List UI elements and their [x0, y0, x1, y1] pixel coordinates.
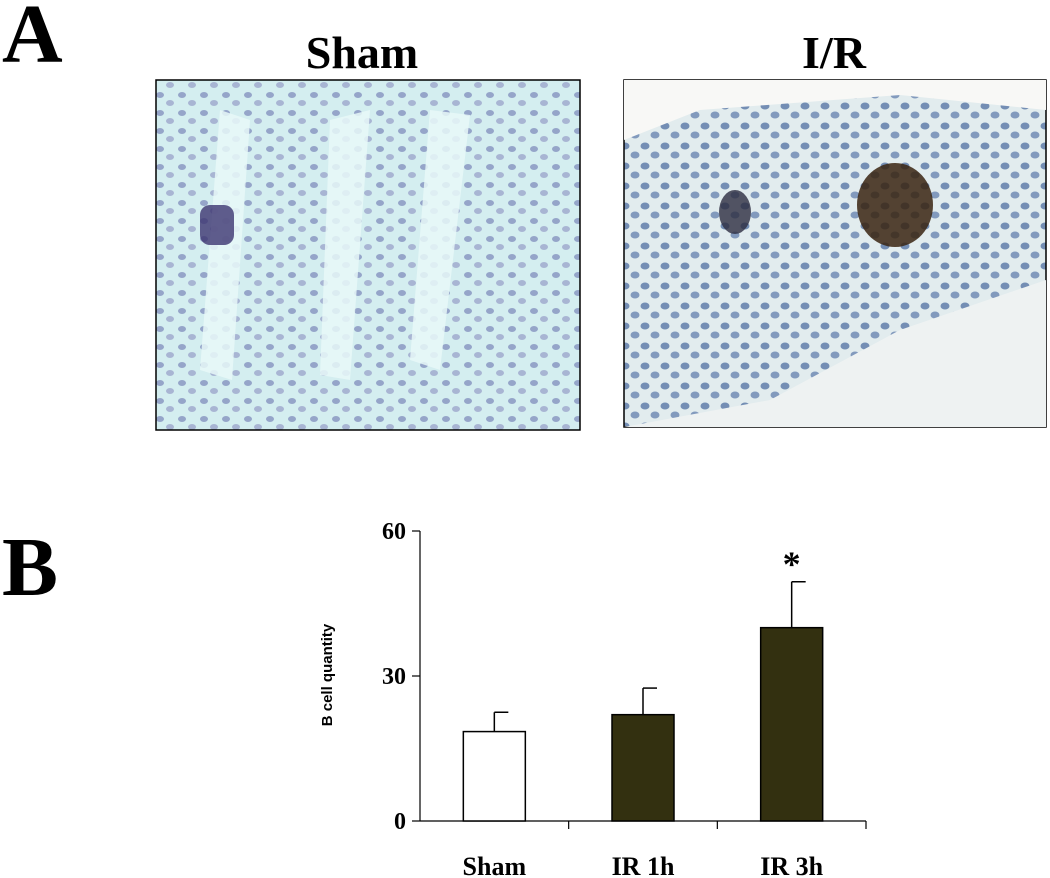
bar — [611, 713, 675, 822]
x-tick-label: IR 1h — [612, 852, 675, 878]
bar — [759, 626, 824, 822]
image-title: I/R — [802, 27, 867, 78]
panel-label: B — [2, 521, 58, 614]
micrograph — [623, 79, 1047, 428]
y-tick-label: 0 — [394, 809, 406, 835]
y-tick-label: 60 — [382, 519, 406, 545]
panel-label: A — [2, 0, 63, 81]
y-axis-label: B cell quantity — [319, 623, 336, 726]
bar — [462, 730, 527, 822]
x-tick-label: IR 3h — [760, 852, 823, 878]
image-title: Sham — [306, 27, 418, 78]
x-tick-label: Sham — [463, 852, 527, 878]
y-tick-label: 30 — [382, 664, 406, 690]
annotation: * — [783, 544, 801, 584]
micrograph — [155, 79, 581, 431]
